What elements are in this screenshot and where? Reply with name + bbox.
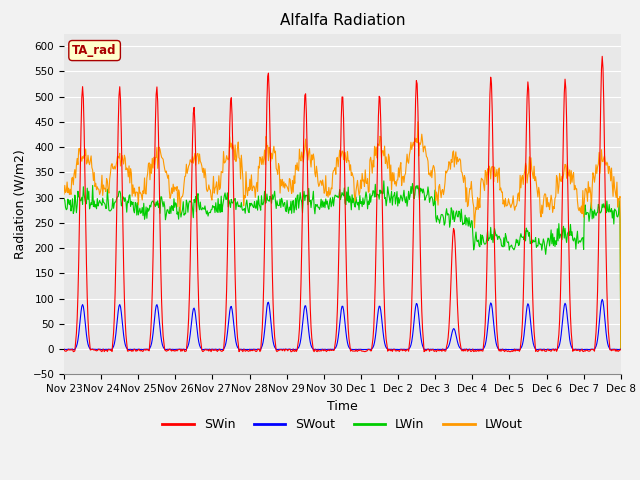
X-axis label: Time: Time <box>327 400 358 413</box>
Legend: SWin, SWout, LWin, LWout: SWin, SWout, LWin, LWout <box>157 413 527 436</box>
Title: Alfalfa Radiation: Alfalfa Radiation <box>280 13 405 28</box>
Y-axis label: Radiation (W/m2): Radiation (W/m2) <box>14 149 27 259</box>
Text: TA_rad: TA_rad <box>72 44 117 57</box>
